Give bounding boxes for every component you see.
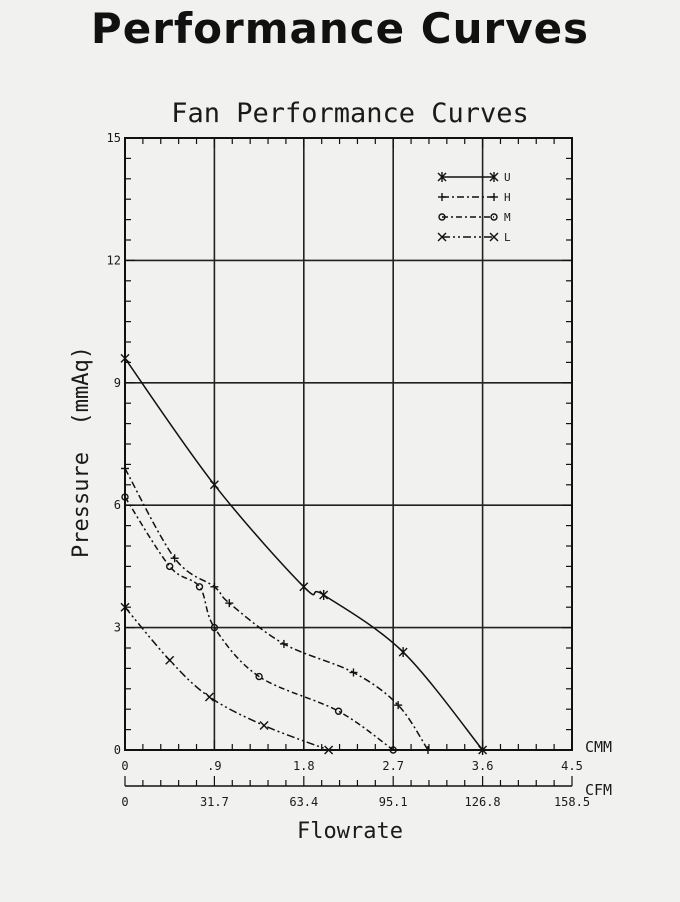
series-m <box>121 493 397 754</box>
data-point <box>438 193 446 201</box>
series-h <box>121 464 432 754</box>
series-line <box>124 468 429 751</box>
cfm-tick-label: 158.5 <box>554 795 590 809</box>
series-line <box>124 357 484 751</box>
y-tick-label: 0 <box>114 743 121 757</box>
x-tick-label: .9 <box>207 759 221 773</box>
axis-ticks <box>124 137 573 751</box>
data-point <box>490 193 498 201</box>
data-point <box>204 692 214 702</box>
series-l <box>120 602 334 755</box>
cfm-axis: 0 31.7 63.4 95.1 126.8 158.5 <box>121 776 590 809</box>
chart-title: Fan Performance Curves <box>171 98 529 129</box>
x-axis-label: Flowrate <box>297 819 403 844</box>
series-line <box>124 496 394 751</box>
data-point <box>398 647 408 658</box>
legend-label: H <box>504 191 511 204</box>
data-point <box>299 581 309 592</box>
x-tick-label: 2.7 <box>382 759 404 773</box>
data-point <box>170 554 179 563</box>
legend-label: L <box>504 231 511 244</box>
data-point <box>225 599 234 608</box>
legend-label: M <box>504 211 511 224</box>
data-point <box>334 707 343 715</box>
data-point <box>489 172 499 182</box>
data-point <box>437 172 447 182</box>
y-tick-labels: 0 3 6 9 12 15 <box>107 131 121 757</box>
x-tick-labels: 0 .9 1.8 2.7 3.6 4.5 <box>121 759 582 773</box>
data-point <box>210 582 219 591</box>
data-point <box>489 232 499 242</box>
series-group <box>120 353 488 755</box>
data-point <box>490 213 498 221</box>
data-point <box>394 701 403 710</box>
y-tick-label: 15 <box>107 131 121 145</box>
x-unit-label: CMM <box>585 738 612 756</box>
legend-item-h: H <box>438 191 511 204</box>
data-point <box>195 583 204 591</box>
x-tick-label: 4.5 <box>561 759 583 773</box>
cfm-tick-label: 0 <box>121 795 128 809</box>
page-title: Performance Curves <box>90 4 590 53</box>
x-tick-label: 3.6 <box>472 759 494 773</box>
data-point <box>438 213 446 221</box>
y-tick-label: 3 <box>114 621 121 635</box>
x-tick-label: 1.8 <box>293 759 315 773</box>
y-axis-label: Pressure (mmAq) <box>69 346 94 558</box>
cfm-tick-label: 31.7 <box>200 795 229 809</box>
legend-item-l: L <box>437 231 511 244</box>
legend-label: U <box>504 171 511 184</box>
data-point <box>165 562 174 571</box>
data-point <box>349 668 358 677</box>
grid <box>125 138 572 750</box>
data-point <box>437 232 447 242</box>
data-point <box>279 639 288 648</box>
cfm-unit-label: CFM <box>585 781 612 799</box>
plot-frame <box>124 137 573 751</box>
data-point <box>209 479 219 490</box>
y-tick-label: 6 <box>114 498 121 512</box>
data-point <box>255 672 263 681</box>
cfm-tick-label: 126.8 <box>465 795 501 809</box>
data-point <box>319 589 329 600</box>
cfm-tick-label: 95.1 <box>379 795 408 809</box>
x-tick-label: 0 <box>121 759 128 773</box>
y-tick-label: 12 <box>107 253 121 267</box>
data-point <box>165 655 175 665</box>
data-point <box>210 623 219 632</box>
legend-item-u: U <box>437 171 511 184</box>
legend-item-m: M <box>438 211 511 224</box>
y-tick-label: 9 <box>114 376 121 390</box>
cfm-tick-label: 63.4 <box>289 795 318 809</box>
data-point <box>259 721 269 731</box>
series-line <box>124 606 329 751</box>
